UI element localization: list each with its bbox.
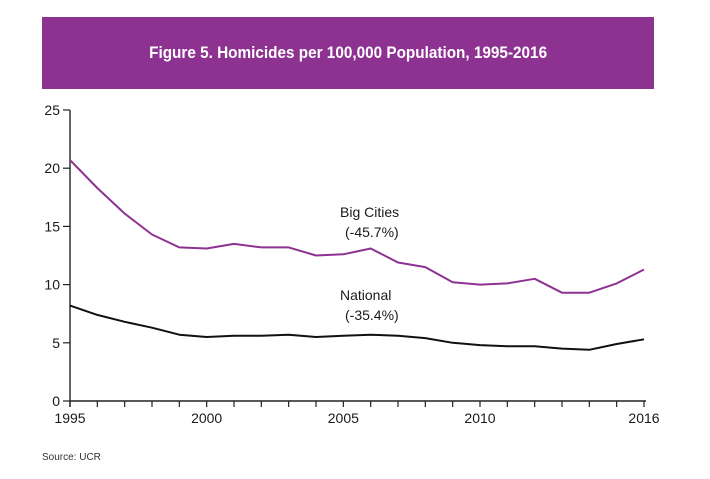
x-tick-label: 2010 bbox=[464, 410, 495, 426]
x-tick-label: 2016 bbox=[628, 410, 659, 426]
y-tick-label: 15 bbox=[44, 218, 60, 234]
series-change-national: (-35.4%) bbox=[345, 307, 399, 323]
x-tick-label: 1995 bbox=[54, 410, 85, 426]
series-line-national bbox=[69, 304, 645, 351]
y-tick-label: 5 bbox=[52, 335, 60, 351]
title-banner: Figure 5. Homicides per 100,000 Populati… bbox=[42, 17, 654, 89]
x-tick-label: 2005 bbox=[328, 410, 359, 426]
chart-axes: 0 5 10 15 20 25 1995 2000 2005 2010 2016 bbox=[44, 102, 659, 426]
series-change-big-cities: (-45.7%) bbox=[345, 224, 399, 240]
series-label-big-cities: Big Cities bbox=[340, 204, 399, 220]
y-tick-label: 25 bbox=[44, 102, 60, 118]
y-tick-label: 0 bbox=[52, 393, 60, 409]
series-lines bbox=[69, 159, 645, 351]
y-tick-label: 20 bbox=[44, 160, 60, 176]
y-tick-label: 10 bbox=[44, 277, 60, 293]
source-note: Source: UCR bbox=[42, 452, 101, 463]
series-label-national: National bbox=[340, 287, 391, 303]
chart-title: Figure 5. Homicides per 100,000 Populati… bbox=[149, 43, 547, 62]
x-tick-label: 2000 bbox=[191, 410, 222, 426]
series-line-big-cities bbox=[69, 159, 645, 294]
series-labels: Big Cities (-45.7%) National (-35.4%) bbox=[340, 204, 399, 323]
